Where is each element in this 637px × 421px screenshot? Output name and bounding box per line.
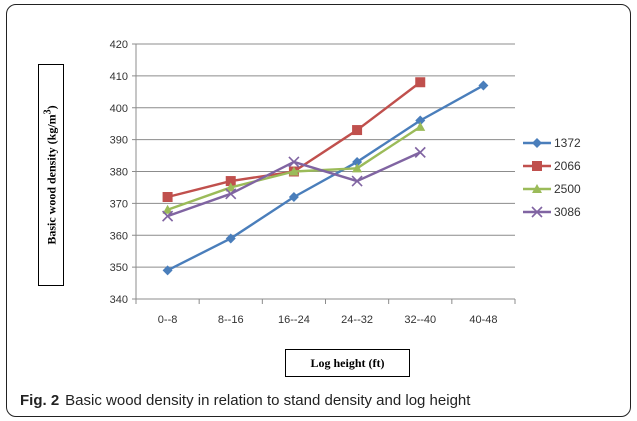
data-point-3086 [162, 210, 174, 222]
data-point-1372 [415, 115, 426, 126]
x-tick-label: 24--32 [341, 314, 373, 326]
marker-stroke [351, 175, 363, 187]
legend-label-2066: 2066 [554, 159, 581, 173]
data-point-2500 [352, 163, 363, 173]
y-tick-label: 360 [110, 230, 128, 242]
data-point-2066 [415, 77, 426, 88]
y-tick-label: 390 [110, 135, 128, 147]
data-point-3086 [414, 146, 426, 158]
marker-stroke [414, 146, 426, 158]
data-point-3086 [351, 175, 363, 187]
legend-label-3086: 3086 [554, 205, 581, 219]
data-point-2500 [288, 166, 299, 176]
y-axis-label: Basic wood density (kg/m3) [42, 105, 59, 245]
marker-stroke [162, 210, 174, 222]
y-tick-label: 380 [110, 167, 128, 179]
y-tick-label: 370 [110, 198, 128, 210]
x-tick-label: 40-48 [469, 314, 497, 326]
y-axis-label-box [38, 64, 64, 286]
marker-stroke [225, 188, 237, 200]
x-axis-label: Log height (ft) [310, 355, 385, 370]
legend-marker-2500 [532, 184, 542, 193]
caption-text: Basic wood density in relation to stand … [65, 392, 471, 409]
x-tick-label: 0--8 [158, 314, 178, 326]
x-tick-label: 32--40 [404, 314, 436, 326]
data-point-1372 [162, 265, 173, 276]
data-point-2500 [162, 204, 173, 214]
legend-marker-1372 [532, 138, 542, 148]
y-tick-label: 410 [110, 71, 128, 83]
data-point-2066 [225, 176, 236, 187]
data-point-2066 [162, 192, 173, 202]
legend-marker-2066 [532, 161, 542, 171]
data-point-2066 [352, 125, 363, 136]
y-tick-label: 420 [110, 39, 128, 51]
data-point-1372 [352, 156, 363, 167]
legend-label-2500: 2500 [554, 182, 581, 196]
x-tick-label: 8--16 [218, 314, 244, 326]
data-point-3086 [288, 156, 300, 168]
marker-stroke [531, 206, 543, 218]
marker-stroke [288, 156, 300, 168]
data-point-2500 [415, 121, 426, 131]
data-point-1372 [478, 80, 489, 91]
figure-caption: Fig. 2 Basic wood density in relation to … [20, 392, 470, 409]
legend-label-1372: 1372 [554, 136, 581, 150]
y-tick-label: 400 [110, 103, 128, 115]
y-tick-label: 350 [110, 262, 128, 274]
data-point-2500 [225, 182, 236, 192]
y-tick-label: 340 [110, 294, 128, 306]
data-point-1372 [288, 192, 299, 202]
series-line-1372 [167, 84, 484, 272]
x-tick-label: 16--24 [278, 314, 310, 326]
data-point-1372 [225, 233, 236, 244]
x-axis-label-box: Log height (ft) [285, 349, 410, 377]
figure-number: Fig. 2 [20, 392, 60, 409]
legend-marker-3086 [531, 206, 543, 218]
data-point-3086 [225, 188, 237, 200]
